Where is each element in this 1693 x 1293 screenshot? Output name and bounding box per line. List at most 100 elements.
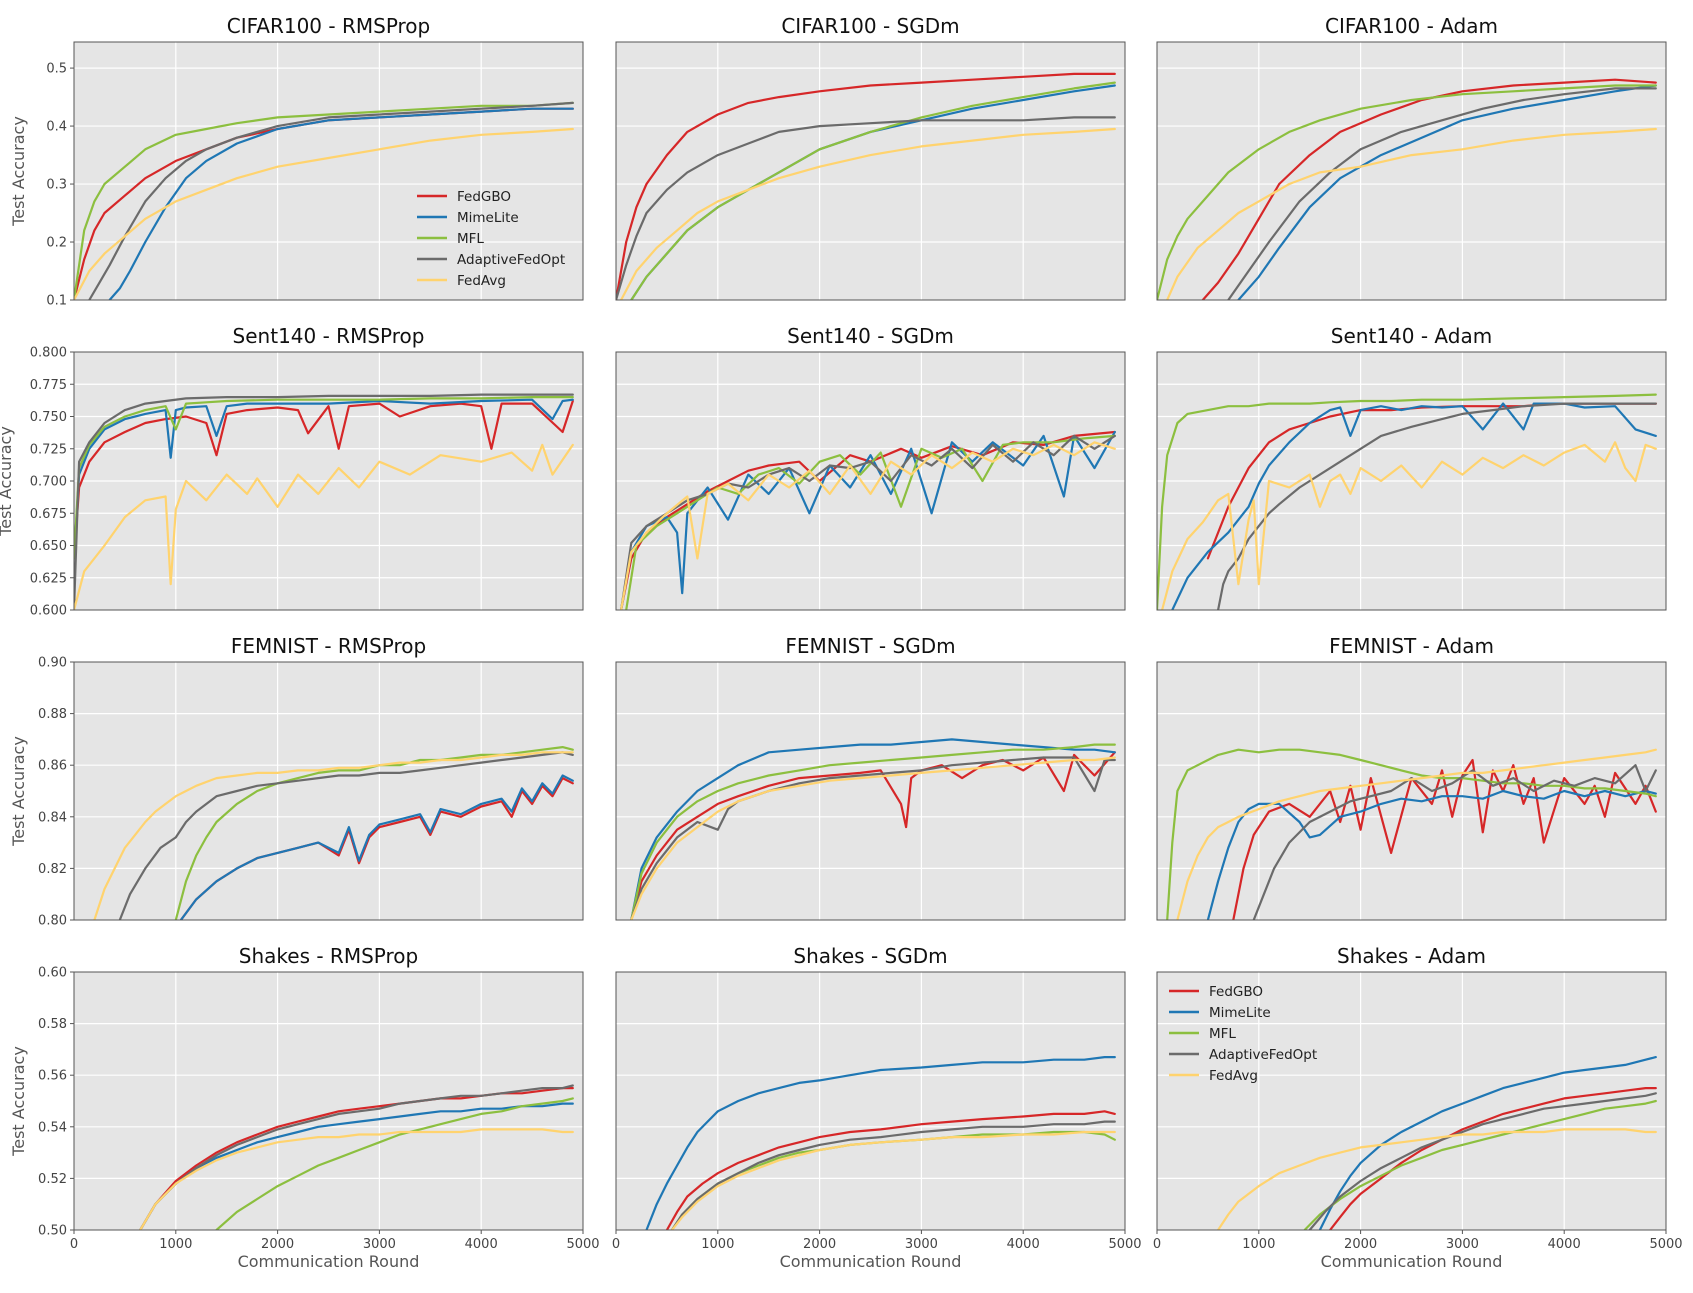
x-tick-label: 0 xyxy=(612,1237,620,1252)
y-tick-label: 0.58 xyxy=(38,1017,67,1032)
series-line-fedavg xyxy=(1166,127,1657,300)
legend-label: AdaptiveFedOpt xyxy=(457,252,565,268)
x-tick-label: 4000 xyxy=(1007,1237,1040,1252)
series-group xyxy=(74,393,574,610)
y-tick-label: 0.84 xyxy=(38,810,67,825)
chart-panel: FEMNIST - Adam xyxy=(1156,634,1667,921)
legend-label: AdaptiveFedOpt xyxy=(1209,1047,1317,1063)
series-line-adaptivefedopt xyxy=(74,393,574,610)
series-line-mfl xyxy=(74,396,574,560)
series-line-mfl xyxy=(630,743,1116,920)
series-line-fedavg xyxy=(1176,748,1657,920)
series-line-adaptivefedopt xyxy=(1252,764,1657,920)
series-line-fedgbo xyxy=(1201,78,1657,300)
series-line-adaptivefedopt xyxy=(670,1120,1116,1230)
legend-label: FedAvg xyxy=(1209,1068,1258,1084)
y-tick-label: 0.56 xyxy=(38,1069,67,1084)
y-tick-label: 0.600 xyxy=(30,604,67,619)
legend: FedGBO MimeLite MFL AdaptiveFedOpt FedAvg xyxy=(1169,984,1317,1084)
x-tick-label: 3000 xyxy=(363,1237,396,1252)
panel-title: Shakes - Adam xyxy=(1337,944,1486,968)
series-line-fedgbo xyxy=(630,751,1116,920)
series-line-fedavg xyxy=(620,127,1116,300)
chart-panel: Sent140 - RMSProp 0.600 0.625 0.650 0.675 0.7… xyxy=(0,324,584,619)
series-line-mfl xyxy=(1303,1099,1657,1230)
panel-title: CIFAR100 - Adam xyxy=(1325,14,1498,38)
chart-panel: Shakes - SGDm 0 1000 2000 3000 4000 5000 Commun… xyxy=(612,944,1142,1271)
legend-label: MFL xyxy=(1209,1026,1236,1042)
series-line-fedavg xyxy=(139,1128,574,1230)
chart-panel: Shakes - RMSProp 0.50 0.52 0.54 0.56 0.58 0.60… xyxy=(9,944,600,1271)
series-line-mimelite xyxy=(645,1056,1116,1230)
x-tick-label: 5000 xyxy=(1649,1237,1682,1252)
y-tick-label: 0.82 xyxy=(38,862,67,877)
chart-panel: CIFAR100 - RMSProp 0.1 0.2 0.3 0.4 0.5 Test Ac… xyxy=(9,14,584,309)
plot-frame xyxy=(615,971,1126,1231)
x-tick-label: 5000 xyxy=(1108,1237,1141,1252)
series-line-mimelite xyxy=(74,398,574,560)
x-tick-label: 4000 xyxy=(1548,1237,1581,1252)
series-group xyxy=(630,738,1116,920)
series-line-fedgbo xyxy=(1329,1087,1657,1230)
y-tick-label: 0.700 xyxy=(30,475,67,490)
series-line-fedavg xyxy=(93,751,574,920)
legend-label: FedGBO xyxy=(1209,984,1263,1000)
series-group xyxy=(93,746,574,920)
x-tick-label: 1000 xyxy=(701,1237,734,1252)
series-line-fedavg xyxy=(74,443,574,610)
x-axis-label: Communication Round xyxy=(238,1252,420,1271)
y-tick-label: 0.650 xyxy=(30,539,67,554)
series-line-fedavg xyxy=(1217,1128,1657,1230)
series-line-mfl xyxy=(215,1097,574,1230)
y-tick-label: 0.675 xyxy=(30,507,67,522)
legend-label: MimeLite xyxy=(1209,1005,1271,1021)
series-line-fedgbo xyxy=(74,399,574,560)
panel-title: CIFAR100 - RMSProp xyxy=(227,14,431,38)
plot-frame xyxy=(1156,661,1667,921)
y-tick-label: 0.80 xyxy=(38,914,67,929)
x-tick-label: 0 xyxy=(1153,1237,1161,1252)
series-line-adaptivefedopt xyxy=(630,756,1116,920)
plot-frame xyxy=(1156,351,1667,611)
y-tick-label: 0.5 xyxy=(46,62,67,77)
chart-panel: CIFAR100 - Adam xyxy=(1156,14,1667,301)
plot-frame xyxy=(615,41,1126,301)
y-axis-label: Test Accuracy xyxy=(9,1046,28,1157)
plot-frame xyxy=(73,661,584,921)
series-line-fedavg xyxy=(1161,441,1657,610)
y-tick-label: 0.52 xyxy=(38,1172,67,1187)
legend-label: FedGBO xyxy=(457,189,511,205)
plot-frame xyxy=(73,41,584,301)
series-line-mfl xyxy=(630,81,1116,300)
series-line-mimelite xyxy=(179,774,574,920)
series-group xyxy=(1217,1056,1657,1230)
series-line-mfl xyxy=(74,101,574,300)
y-tick-label: 0.800 xyxy=(30,346,67,361)
plot-area xyxy=(616,42,1125,300)
x-tick-label: 2000 xyxy=(261,1237,294,1252)
x-tick-label: 5000 xyxy=(566,1237,599,1252)
y-axis-label: Test Accuracy xyxy=(9,736,28,847)
panel-title: FEMNIST - RMSProp xyxy=(231,634,426,658)
series-group xyxy=(645,1056,1116,1230)
x-axis-label: Communication Round xyxy=(1321,1252,1503,1271)
x-tick-label: 2000 xyxy=(1344,1237,1377,1252)
plot-frame xyxy=(1156,41,1667,301)
y-tick-label: 0.90 xyxy=(38,656,67,671)
series-line-mimelite xyxy=(620,430,1116,610)
y-tick-label: 0.625 xyxy=(30,571,67,586)
y-tick-label: 0.3 xyxy=(46,178,67,193)
chart-panel: Sent140 - SGDm xyxy=(615,324,1126,611)
plot-area xyxy=(616,972,1125,1230)
panel-title: FEMNIST - Adam xyxy=(1329,634,1494,658)
panel-title: Sent140 - RMSProp xyxy=(233,324,425,348)
plot-frame xyxy=(1156,971,1667,1231)
legend-label: MFL xyxy=(457,231,484,247)
series-line-fedavg xyxy=(620,441,1116,610)
y-tick-label: 0.88 xyxy=(38,707,67,722)
plot-area xyxy=(616,662,1125,920)
series-line-adaptivefedopt xyxy=(1227,87,1657,300)
x-tick-label: 3000 xyxy=(1446,1237,1479,1252)
x-tick-label: 1000 xyxy=(1242,1237,1275,1252)
